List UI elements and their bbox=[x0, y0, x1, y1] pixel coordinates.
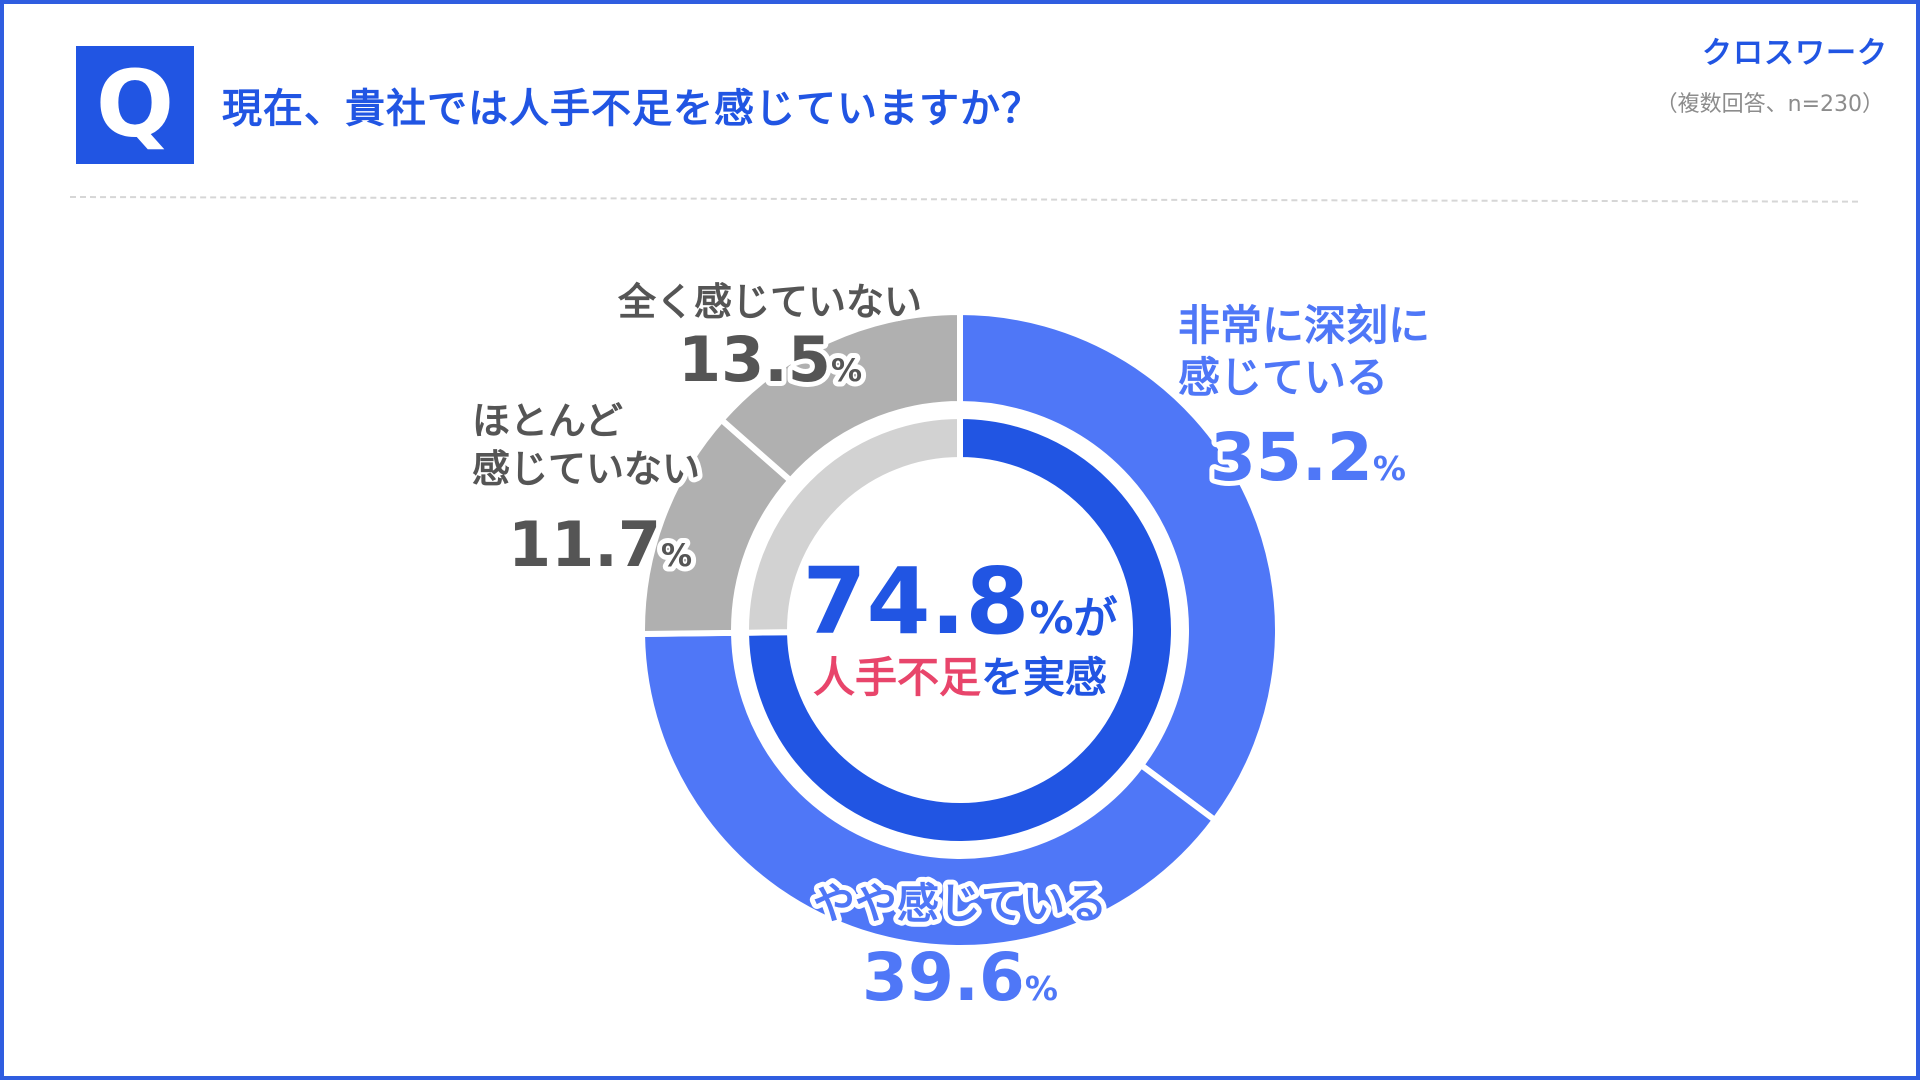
slice-value-0: 35.2% bbox=[1210, 419, 1406, 496]
question-title: 現在、貴社では人手不足を感じていますか？ bbox=[222, 86, 1042, 132]
inner-ring bbox=[742, 412, 1177, 847]
inner-slice-0 bbox=[742, 412, 1177, 847]
center-label: 74.8%が 人手不足を実感 bbox=[797, 543, 1122, 707]
slice-value-3: 13.5% bbox=[678, 323, 862, 396]
center-suffix: を実感 bbox=[981, 653, 1107, 702]
slice-category-0-1: 感じている bbox=[1178, 353, 1388, 402]
inner-slice-1 bbox=[743, 412, 963, 636]
slice-category-2-1: 感じていない bbox=[472, 447, 700, 491]
slice-category-0-0: 非常に深刻に bbox=[1178, 301, 1430, 350]
center-unit: %が bbox=[1029, 593, 1117, 644]
slice-value-1: 39.6% bbox=[862, 939, 1058, 1016]
slice-category-2-0: ほとんど bbox=[472, 399, 623, 443]
outer-slice-0 bbox=[957, 308, 1281, 825]
brand-logo: クロスワーク bbox=[1702, 36, 1888, 71]
question-badge: Q bbox=[76, 46, 194, 164]
slice-category-1-0: やや感じている bbox=[813, 879, 1107, 928]
center-value: 74.8 bbox=[802, 548, 1029, 655]
outer-slice-3 bbox=[717, 308, 963, 485]
outer-ring bbox=[638, 308, 1281, 951]
center-summary: 74.8%が bbox=[802, 548, 1117, 655]
sample-note: （複数回答、n=230） bbox=[1655, 92, 1884, 117]
slice-category-3-0: 全く感じていない bbox=[617, 280, 922, 324]
slice-label-1: やや感じている 39.6% bbox=[808, 874, 1112, 1021]
center-highlight: 人手不足 bbox=[813, 653, 981, 702]
outer-slice-1 bbox=[638, 629, 1220, 951]
slice-value-2: 11.7% bbox=[508, 508, 692, 581]
center-caption: 人手不足を実感 bbox=[813, 653, 1107, 702]
